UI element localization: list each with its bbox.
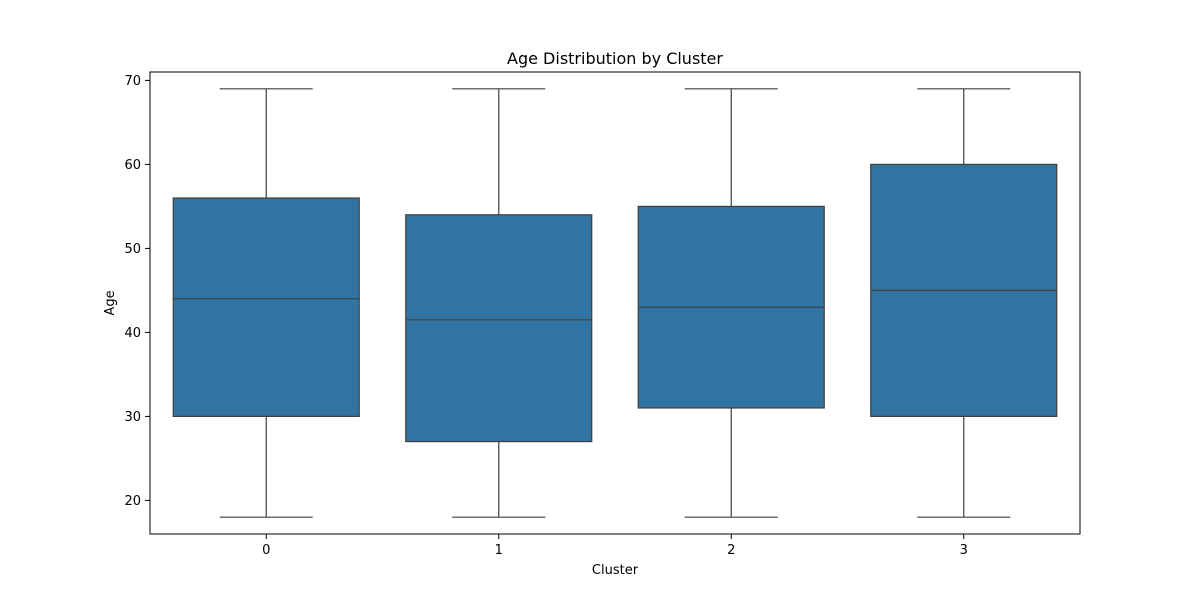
y-tick-label: 70 [124, 74, 141, 89]
box-group-cluster-1 [405, 88, 593, 518]
x-tick-label: 0 [262, 543, 270, 558]
box-iqr [405, 214, 593, 443]
box-iqr [172, 197, 360, 417]
y-tick-label: 60 [124, 158, 141, 173]
plot-area [172, 88, 1058, 518]
box-group-cluster-0 [172, 88, 360, 518]
x-tick-label: 1 [495, 543, 503, 558]
box-group-cluster-3 [870, 88, 1058, 518]
y-tick-label: 20 [124, 494, 141, 509]
box-group-cluster-2 [637, 88, 825, 518]
x-tick-label: 2 [727, 543, 735, 558]
y-axis-ticks: 20 30 40 50 60 70 [124, 74, 150, 509]
y-tick-label: 40 [124, 326, 141, 341]
x-tick-label: 3 [960, 543, 968, 558]
y-axis-label: Age [103, 290, 118, 315]
y-tick-label: 50 [124, 242, 141, 257]
x-axis-ticks: 0 1 2 3 [262, 534, 968, 558]
chart-title: Age Distribution by Cluster [507, 49, 723, 68]
axes-frame [149, 71, 1081, 535]
y-tick-label: 30 [124, 410, 141, 425]
x-axis-label: Cluster [592, 563, 639, 578]
